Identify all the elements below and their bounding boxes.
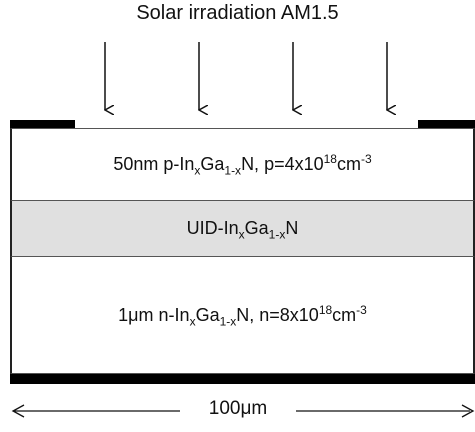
irradiation-arrows — [0, 42, 475, 120]
top-contact-left — [10, 120, 75, 128]
uid-layer: UID-InxGa1-xN — [10, 200, 475, 256]
p-layer-label: 50nm p-InxGa1-xN, p=4x1018cm-3 — [113, 152, 372, 178]
n-layer: 1μm n-InxGa1-xN, n=8x1018cm-3 — [10, 256, 475, 374]
top-contact-right — [418, 120, 475, 128]
p-layer: 50nm p-InxGa1-xN, p=4x1018cm-3 — [10, 128, 475, 200]
uid-layer-label: UID-InxGa1-xN — [186, 218, 299, 242]
width-label: 100μm — [180, 398, 296, 420]
back-contact — [10, 374, 475, 384]
irradiation-label: Solar irradiation AM1.5 — [136, 2, 339, 24]
n-layer-label: 1μm n-InxGa1-xN, n=8x1018cm-3 — [118, 302, 367, 329]
